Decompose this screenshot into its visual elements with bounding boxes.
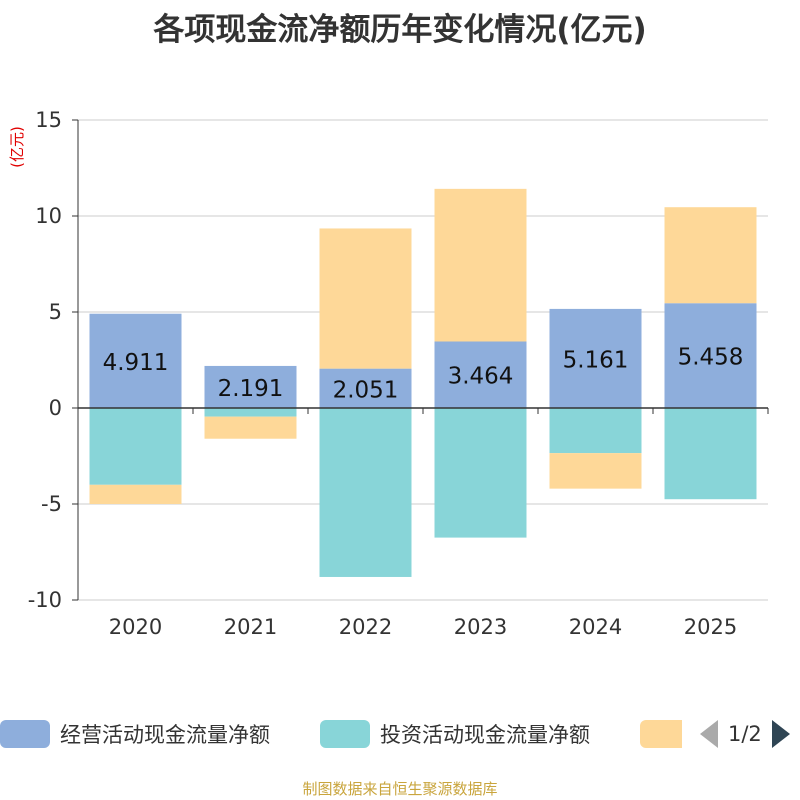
y-axis-label: (亿元) [8, 126, 26, 168]
bar-2022-series-1 [319, 408, 412, 577]
legend-item-investing[interactable]: 投资活动现金流量净额 [320, 716, 590, 752]
source-note: 制图数据来自恒生聚源数据库 [302, 780, 498, 798]
legend-swatch-financing [640, 720, 682, 748]
bar-2024-series-0 [549, 308, 642, 408]
bar-2025-series-0 [664, 303, 757, 408]
chart-title: 各项现金流净额历年变化情况(亿元) [153, 12, 647, 48]
y-tick-label: -5 [41, 492, 62, 516]
legend-pager: 1/2 [700, 716, 790, 752]
bar-2021-series-0 [204, 365, 297, 408]
bar-2024-series-2 [549, 453, 642, 489]
y-tick-label: 5 [49, 300, 62, 324]
data-label-2024: 5.161 [563, 347, 629, 373]
pager-next-icon[interactable] [771, 720, 790, 748]
x-tick-label: 2023 [454, 615, 507, 639]
bar-2025-series-2 [664, 207, 757, 304]
x-tick-label: 2025 [684, 615, 737, 639]
x-tick-label: 2021 [224, 615, 277, 639]
bar-2023-series-0 [434, 341, 527, 408]
x-tick-label: 2022 [339, 615, 392, 639]
chart-plot: -10 -5 0 5 10 15 (亿元) 4.911 2.191 2.051 3.464 5.161… [8, 108, 769, 639]
bar-2020-series-1 [89, 408, 182, 485]
data-label-2022: 2.051 [333, 377, 399, 403]
data-label-2020: 4.911 [103, 350, 169, 376]
pager-text: 1/2 [728, 722, 762, 746]
bar-2021-series-2 [204, 416, 297, 439]
legend-swatch-operating [0, 720, 50, 748]
legend-label-operating: 经营活动现金流量净额 [60, 723, 270, 747]
legend-label-investing: 投资活动现金流量净额 [380, 723, 590, 747]
bar-2024-series-1 [549, 408, 642, 454]
bar-2023-series-1 [434, 408, 527, 538]
x-tick-label: 2024 [569, 615, 622, 639]
legend-item-operating[interactable]: 经营活动现金流量净额 [0, 716, 270, 752]
data-label-2021: 2.191 [218, 376, 284, 402]
x-tick-label: 2020 [109, 615, 162, 639]
y-tick-label: 0 [49, 396, 62, 420]
bar-2020-series-2 [89, 484, 182, 504]
bar-2023-series-2 [434, 188, 527, 342]
bar-2025-series-1 [664, 408, 757, 500]
y-tick-label: 10 [35, 204, 62, 228]
legend: 经营活动现金流量净额 投资活动现金流量净额 [0, 716, 800, 752]
bar-2020-series-0 [89, 313, 182, 408]
y-tick-label: -10 [28, 588, 62, 612]
data-label-2025: 5.458 [678, 345, 744, 371]
bar-2022-series-0 [319, 368, 412, 408]
bar-2022-series-2 [319, 228, 412, 369]
legend-swatch-investing [320, 720, 370, 748]
y-tick-label: 15 [35, 108, 62, 132]
bar-2021-series-1 [204, 408, 297, 417]
data-label-2023: 3.464 [448, 364, 514, 390]
legend-item-financing[interactable] [640, 716, 692, 752]
pager-prev-icon[interactable] [700, 720, 718, 748]
